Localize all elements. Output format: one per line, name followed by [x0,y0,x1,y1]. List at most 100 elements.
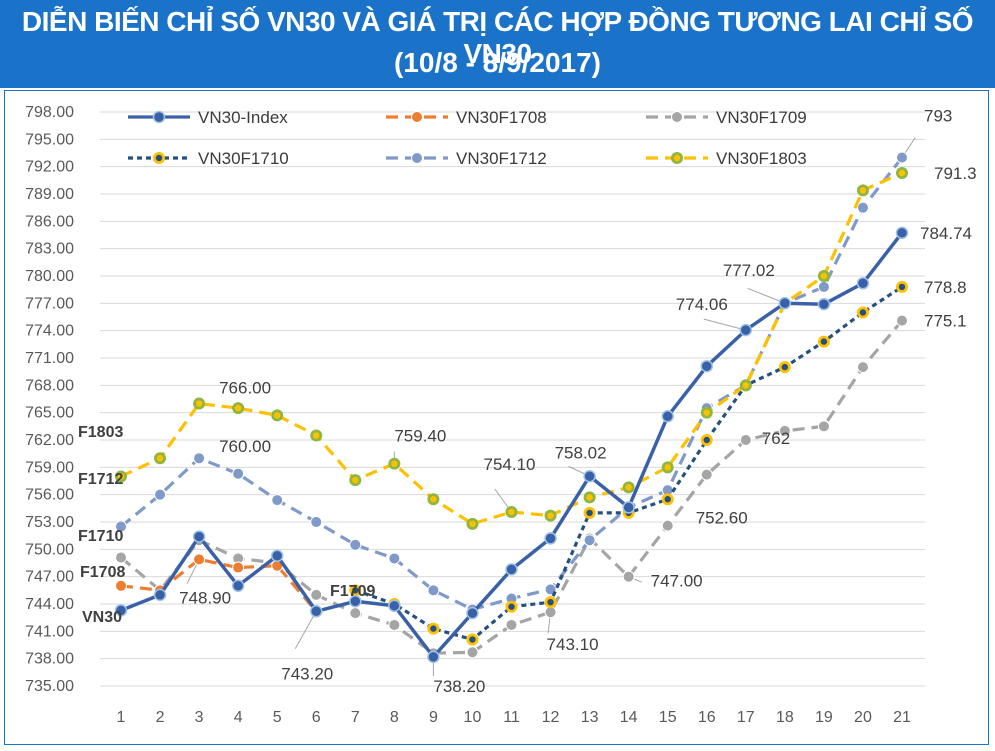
legend: VN30-Index VN30F1708 VN30F1709 VN30F1710 VN3… [128,108,807,168]
x-tick-label: 4 [234,709,243,726]
annotation-leaders [186,137,916,677]
data-point [115,551,127,564]
series-vn30 [114,226,909,664]
data-point-core [352,587,359,594]
data-point-core [155,154,163,162]
chart-border [4,90,989,745]
data-point [154,488,167,501]
series-f1803 [115,167,908,530]
data-point-core [391,460,398,467]
data-point-core [117,473,125,480]
data-point [778,296,792,310]
series-name-label: F1710 [78,528,123,545]
data-point [817,297,831,311]
x-tick-label: 8 [390,709,399,726]
y-tick-label: 753.00 [25,514,74,531]
data-point [739,434,752,446]
legend-item-f1803: VN30F1803 [646,149,807,168]
leader-line [747,287,786,304]
y-tick-label: 741.00 [25,623,74,640]
data-point [739,323,753,337]
data-point [270,549,284,562]
data-label: 758.02 [555,443,607,462]
data-point [232,467,245,480]
annotations: 766.00 760.00 748.90 743.20 759.40 738.20 754.… [78,107,977,696]
data-point [115,520,127,533]
data-label: 747.00 [651,572,703,591]
data-point-core [313,432,320,439]
data-point [856,361,869,374]
x-tick-label: 3 [195,709,204,726]
data-point [817,420,830,433]
data-point [232,561,245,574]
data-point-core [742,382,749,389]
data-point [466,646,479,659]
x-tick-label: 15 [659,709,677,726]
data-point [505,563,518,576]
y-tick-label: 771.00 [25,350,74,367]
data-point [153,588,167,602]
data-point [700,468,713,481]
legend-label: VN30F1708 [456,108,547,127]
data-point-core [195,400,203,407]
data-point-core [703,409,710,416]
x-tick-label: 17 [737,709,755,726]
data-point [192,530,206,543]
data-point [152,110,166,124]
x-tick-label: 20 [854,709,872,726]
data-point-core [430,625,437,632]
legend-item-f1708: VN30F1708 [386,108,547,127]
legend-label: VN30F1709 [716,108,807,127]
legend-label: VN30F1803 [716,149,807,168]
series-line-f1803 [120,171,903,526]
data-point-core [703,436,710,444]
x-tick-label: 9 [429,709,438,726]
series-name-label: F1709 [330,583,375,600]
data-point [310,516,323,528]
y-tick-label: 759.00 [25,459,74,476]
title-banner: DIỄN BIẾN CHỈ SỐ VN30 VÀ GIÁ TRỊ CÁC HỢP… [0,0,995,88]
legend-item-f1709: VN30F1709 [646,108,807,127]
data-point [411,152,423,164]
data-point [427,650,440,664]
y-tick-label: 747.00 [25,569,74,586]
data-point [193,553,206,566]
y-tick-label: 786.00 [25,213,74,230]
data-point [349,607,362,620]
data-point-core [664,496,671,503]
x-tick-label: 21 [893,709,911,726]
x-tick-label: 16 [698,709,716,726]
x-tick-label: 5 [273,709,282,726]
data-point [896,314,908,327]
data-point [115,579,127,592]
data-point [427,584,440,597]
data-label: 762 [762,429,790,448]
series-name-label: VN30 [82,609,122,626]
data-point-core [352,476,359,484]
y-tick-label: 750.00 [25,541,74,558]
data-label: 775.1 [924,312,967,331]
data-point-core [430,496,437,503]
data-label: 784.74 [920,224,972,243]
y-tick-label: 777.00 [25,295,74,312]
x-axis: 1 2 3 4 5 6 7 8 9 10 11 12 13 14 15 16 17 18 19 20 21 [117,709,911,726]
y-tick-label: 798.00 [25,104,74,121]
y-tick-label: 735.00 [25,678,74,695]
y-tick-label: 795.00 [25,131,74,148]
data-point [310,588,323,601]
data-point-core [586,494,593,501]
data-point [583,534,596,547]
y-tick-label: 774.00 [25,323,74,340]
series-f1708 [115,553,323,618]
data-label: 778.8 [924,278,967,297]
data-point [388,552,401,565]
data-point [271,494,284,507]
x-tick-label: 10 [464,709,482,726]
data-point [622,570,635,583]
x-tick-label: 14 [620,709,638,726]
x-tick-label: 2 [156,709,165,726]
data-point [661,410,674,423]
data-point [778,424,791,437]
